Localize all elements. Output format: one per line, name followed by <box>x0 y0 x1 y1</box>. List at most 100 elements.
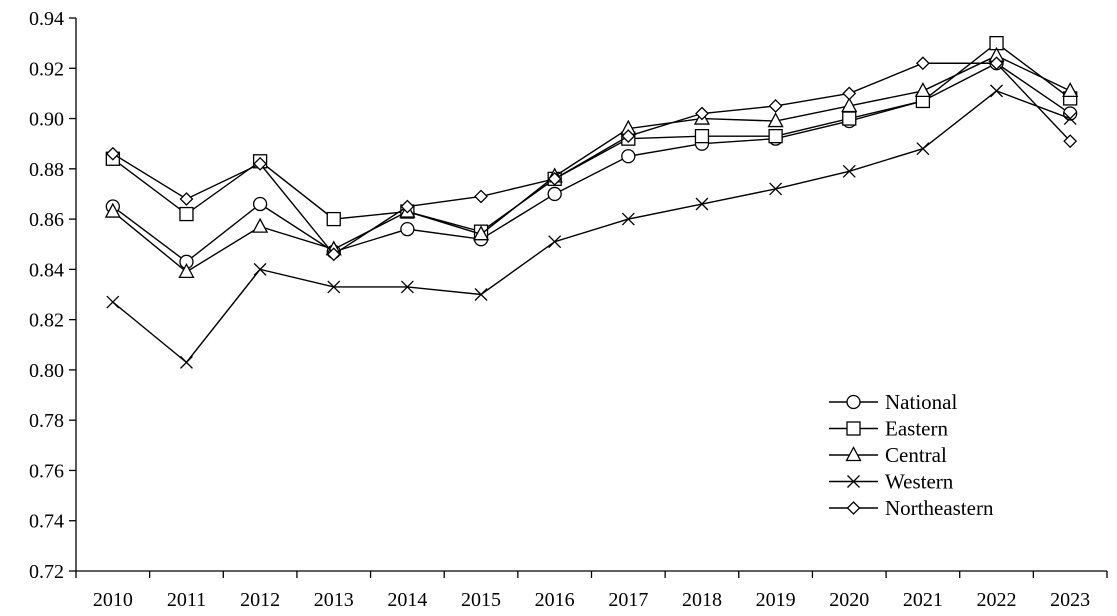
data-point-western <box>990 84 1003 98</box>
series-central <box>104 46 1079 279</box>
data-point-national <box>400 221 415 237</box>
x-tick-label: 2010 <box>93 589 133 611</box>
series-eastern <box>105 35 1078 239</box>
data-point-central <box>252 217 269 233</box>
data-point-western <box>916 142 930 156</box>
data-point-northeastern <box>989 56 1004 71</box>
legend-label: Eastern <box>885 417 948 441</box>
data-point-central <box>1062 82 1079 98</box>
data-point-western <box>474 288 488 301</box>
legend-item-central: Central <box>829 443 947 467</box>
legend-label: Northeastern <box>885 496 994 520</box>
data-point-eastern <box>694 128 710 144</box>
data-point-northeastern <box>547 171 562 186</box>
legend-item-northeastern: Northeastern <box>829 496 994 520</box>
data-point-northeastern <box>179 192 194 206</box>
y-tick-label: 0.74 <box>29 511 64 533</box>
y-tick-label: 0.84 <box>29 259 64 281</box>
legend-item-western: Western <box>829 470 954 494</box>
data-point-central <box>841 97 858 113</box>
y-tick-label: 0.80 <box>29 360 64 382</box>
data-point-western <box>106 295 120 309</box>
series-line-central <box>112 54 1071 273</box>
data-point-western <box>253 262 267 276</box>
data-point-western <box>180 355 193 369</box>
x-tick-label: 2017 <box>608 589 648 611</box>
data-point-eastern <box>179 206 194 222</box>
data-point-western <box>1063 112 1077 126</box>
legend-label: National <box>885 390 957 414</box>
x-tick-label: 2015 <box>461 589 501 611</box>
legend-marker <box>845 446 862 462</box>
data-point-eastern <box>326 211 341 227</box>
data-point-western <box>400 280 414 294</box>
legend-marker <box>846 421 861 436</box>
x-tick-label: 2016 <box>535 589 575 611</box>
data-point-northeastern <box>842 86 857 101</box>
y-tick-label: 0.78 <box>29 410 64 432</box>
x-tick-label: 2011 <box>167 589 206 611</box>
y-tick-label: 0.72 <box>29 561 64 583</box>
x-tick-label: 2019 <box>756 589 796 611</box>
data-point-western <box>548 235 562 249</box>
legend-label: Western <box>885 470 954 494</box>
data-point-western <box>769 182 783 196</box>
data-point-western <box>695 197 709 211</box>
data-point-national <box>252 196 268 212</box>
data-point-national <box>621 149 636 164</box>
x-tick-label: 2023 <box>1050 589 1090 611</box>
data-point-national <box>547 186 562 202</box>
y-tick-label: 0.82 <box>29 310 64 332</box>
data-point-northeastern <box>105 146 120 161</box>
legend-marker <box>847 475 860 488</box>
data-point-western <box>621 212 635 226</box>
series-line-northeastern <box>112 62 1071 256</box>
data-point-central <box>472 225 490 241</box>
series-line-western <box>112 90 1071 364</box>
y-tick-label: 0.94 <box>29 8 64 30</box>
x-tick-label: 2012 <box>240 589 280 611</box>
data-point-eastern <box>842 111 857 126</box>
x-tick-label: 2021 <box>903 589 943 611</box>
series-northeastern <box>105 56 1078 262</box>
series-western <box>106 84 1077 369</box>
axes: 0.72 0.74 0.76 0.78 0.80 0.82 0.84 0.86 0.88 0.90… <box>29 8 1108 611</box>
legend-label: Central <box>885 443 947 467</box>
data-point-western <box>327 280 341 294</box>
x-tick-label: 2018 <box>682 589 722 611</box>
series-group <box>104 35 1079 369</box>
data-point-northeastern <box>400 199 415 214</box>
data-point-northeastern <box>1063 134 1078 149</box>
data-point-central <box>178 263 195 279</box>
x-tick-label: 2013 <box>314 589 354 611</box>
data-point-northeastern <box>474 189 488 204</box>
data-point-eastern <box>768 128 783 144</box>
series-line-eastern <box>112 42 1071 233</box>
x-tick-label: 2020 <box>829 589 869 611</box>
data-point-central <box>104 202 121 218</box>
data-point-western <box>842 164 856 178</box>
data-point-northeastern <box>915 56 930 71</box>
y-tick-label: 0.86 <box>29 209 64 231</box>
legend-marker <box>846 394 861 410</box>
legend-item-eastern: Eastern <box>829 417 948 441</box>
y-tick-label: 0.76 <box>29 460 64 482</box>
data-point-northeastern <box>695 106 709 121</box>
y-tick-label: 0.90 <box>29 109 64 131</box>
y-tick-label: 0.88 <box>29 159 64 181</box>
y-tick-label: 0.92 <box>29 58 64 80</box>
data-point-central <box>767 112 784 128</box>
data-point-northeastern <box>621 129 636 144</box>
data-point-central <box>914 82 931 98</box>
data-point-northeastern <box>253 156 268 171</box>
legend-item-national: National <box>829 390 957 414</box>
x-tick-label: 2022 <box>977 589 1017 611</box>
data-point-northeastern <box>326 247 341 262</box>
series-national <box>105 56 1078 269</box>
legend-marker <box>846 501 861 515</box>
x-tick-label: 2014 <box>387 589 427 611</box>
data-point-northeastern <box>768 99 783 113</box>
